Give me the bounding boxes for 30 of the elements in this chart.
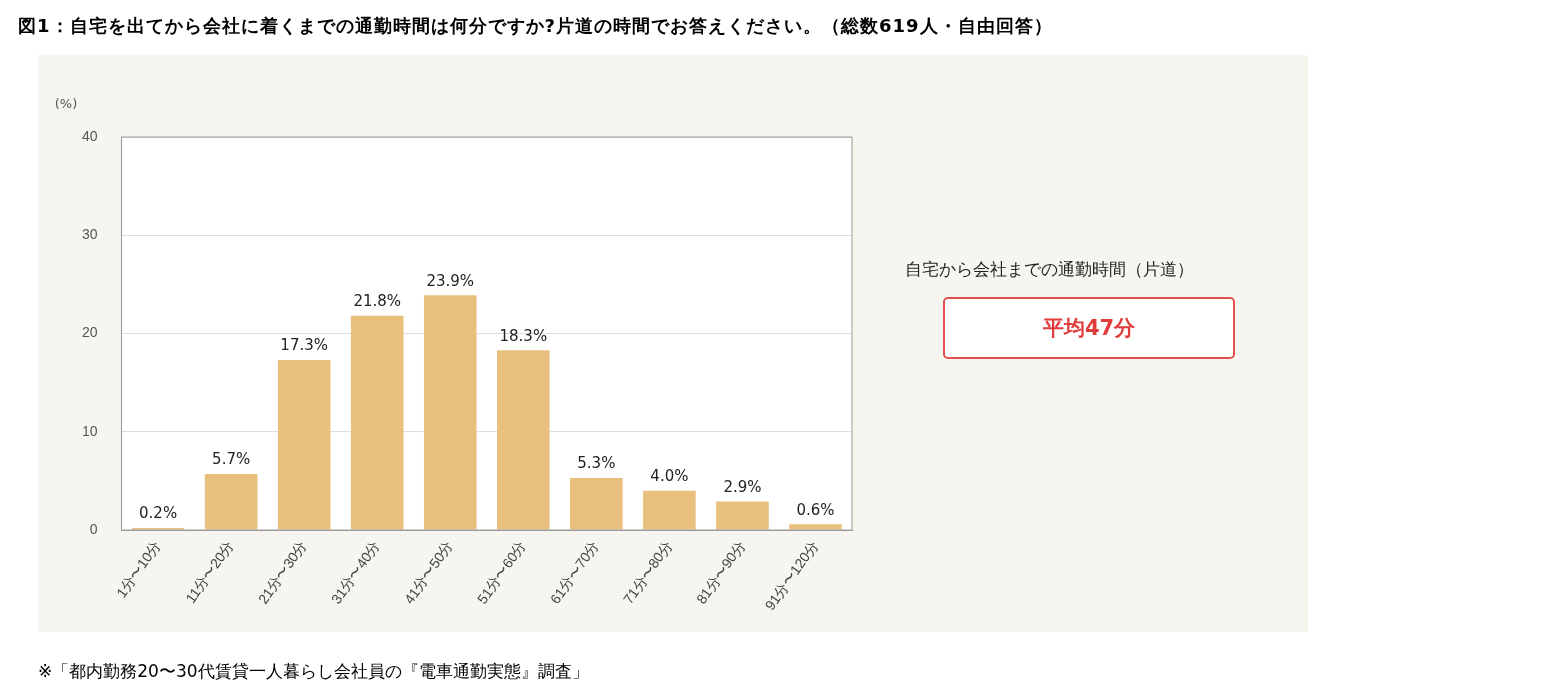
y-tick-label: 10 bbox=[81, 422, 98, 439]
x-tick-label: 91分〜120分 bbox=[761, 537, 822, 614]
data-label: 17.3% bbox=[280, 336, 329, 355]
data-label: 5.3% bbox=[577, 454, 616, 473]
x-tick-label: 11分〜20分 bbox=[182, 537, 237, 606]
data-label: 0.2% bbox=[139, 504, 178, 523]
x-tick-label: 1分〜10分 bbox=[113, 537, 164, 601]
x-tick-label: 21分〜30分 bbox=[254, 537, 310, 607]
data-label: 4.0% bbox=[650, 467, 689, 486]
x-tick-label: 51分〜60分 bbox=[473, 537, 529, 607]
data-label: 23.9% bbox=[426, 271, 475, 290]
text: 自宅から会社までの通勤時間（片道） bbox=[905, 258, 1194, 281]
y-tick-label: 0 bbox=[89, 520, 98, 537]
x-tick-label: 41分〜50分 bbox=[400, 537, 456, 607]
data-label: 0.6% bbox=[796, 500, 835, 519]
text: 平均47分 bbox=[943, 297, 1235, 359]
y-tick-label: 40 bbox=[81, 127, 98, 144]
x-tick-label: 81分〜90分 bbox=[693, 537, 749, 607]
x-tick-label: 31分〜40分 bbox=[327, 537, 383, 607]
data-label: 5.7% bbox=[212, 450, 251, 469]
text: ※「都内勤務20〜30代賃貸一人暮らし会社員の『電車通勤実態』調査」 bbox=[38, 660, 589, 683]
y-tick-label: 30 bbox=[81, 226, 98, 243]
x-tick-label: 71分〜80分 bbox=[619, 537, 676, 607]
data-label: 18.3% bbox=[499, 326, 548, 345]
x-tick-label: 61分〜70分 bbox=[546, 537, 602, 607]
data-label: 2.9% bbox=[723, 477, 762, 496]
chart-title: 図1：自宅を出てから会社に着くまでの通勤時間は何分ですか?片道の時間でお答えください。（総数619人・自由回答） bbox=[18, 14, 1053, 38]
data-label: 21.8% bbox=[353, 292, 402, 311]
y-axis-title: (%) bbox=[54, 95, 78, 111]
y-tick-label: 20 bbox=[81, 324, 98, 341]
